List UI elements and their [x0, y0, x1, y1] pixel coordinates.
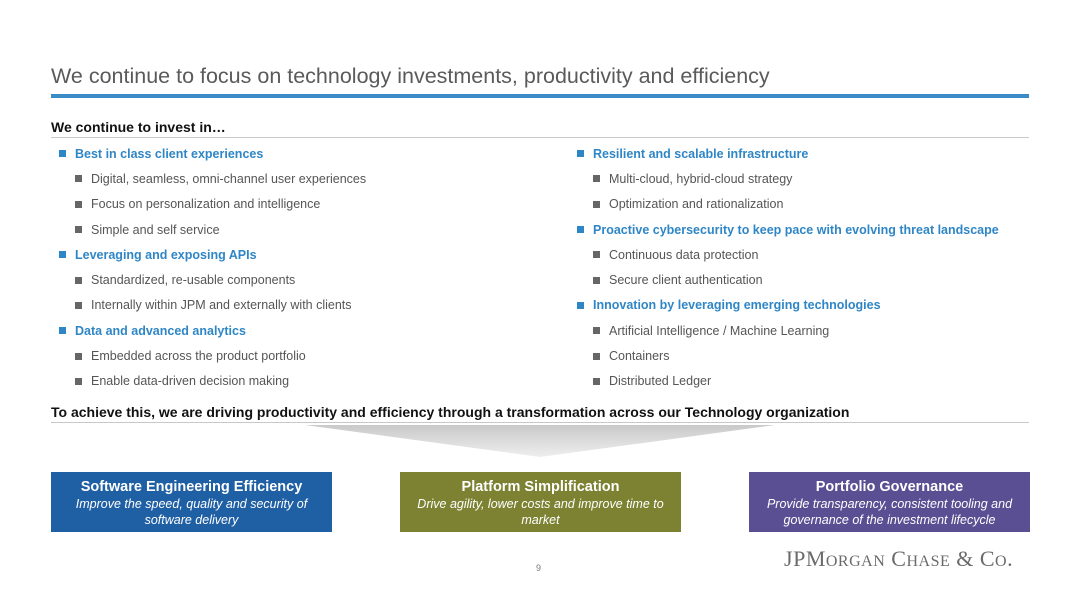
bullet-item: Artificial Intelligence / Machine Learni… [569, 318, 999, 343]
bullet-item: Distributed Ledger [569, 369, 999, 394]
bullet-item: Containers [569, 343, 999, 368]
bullet-text: Embedded across the product portfolio [91, 349, 306, 364]
bullet-item: Multi-cloud, hybrid-cloud strategy [569, 166, 999, 191]
bullet-text: Best in class client experiences [75, 146, 264, 161]
bullet-text: Containers [609, 349, 670, 364]
square-bullet-icon [593, 377, 600, 385]
achieve-heading: To achieve this, we are driving producti… [51, 404, 850, 420]
bullet-text: Leveraging and exposing APIs [75, 247, 257, 262]
bullet-text: Optimization and rationalization [609, 197, 784, 212]
box-description: Provide transparency, consistent tooling… [766, 497, 1013, 527]
square-bullet-icon [593, 200, 600, 208]
square-bullet-icon [59, 150, 66, 158]
square-bullet-icon [75, 352, 82, 360]
bullet-text: Enable data-driven decision making [91, 374, 290, 389]
bullet-text: Artificial Intelligence / Machine Learni… [609, 323, 830, 338]
bullet-heading: Leveraging and exposing APIs [51, 242, 366, 267]
square-bullet-icon [593, 327, 600, 335]
bullet-text: Resilient and scalable infrastructure [593, 146, 809, 161]
bullet-text: Digital, seamless, omni-channel user exp… [91, 171, 367, 186]
bullet-item: Internally within JPM and externally wit… [51, 293, 366, 318]
bullet-text: Standardized, re-usable components [91, 273, 296, 288]
software-engineering-box: Software Engineering Efficiency Improve … [51, 472, 332, 532]
box-description: Drive agility, lower costs and improve t… [417, 497, 664, 527]
square-bullet-icon [593, 175, 600, 183]
bullet-heading: Innovation by leveraging emerging techno… [569, 293, 999, 318]
bullet-item: Standardized, re-usable components [51, 267, 366, 292]
left-bullet-list: Best in class client experiences Digital,… [51, 141, 366, 394]
portfolio-governance-box: Portfolio Governance Provide transparenc… [749, 472, 1030, 532]
bullet-item: Enable data-driven decision making [51, 369, 366, 394]
square-bullet-icon [577, 150, 584, 158]
bullet-item: Secure client authentication [569, 267, 999, 292]
square-bullet-icon [577, 301, 584, 309]
square-bullet-icon [75, 226, 82, 234]
bullet-text: Proactive cybersecurity to keep pace wit… [593, 222, 999, 237]
bullet-item: Embedded across the product portfolio [51, 343, 366, 368]
bullet-heading: Best in class client experiences [51, 141, 366, 166]
bullet-text: Data and advanced analytics [75, 323, 246, 338]
square-bullet-icon [75, 377, 82, 385]
square-bullet-icon [75, 175, 82, 183]
company-logo: JPMORGAN CHASE & CO. [784, 546, 1014, 571]
page-number: 9 [536, 563, 542, 573]
bullet-text: Internally within JPM and externally wit… [91, 298, 352, 313]
bullet-text: Continuous data protection [609, 247, 759, 262]
bullet-heading: Proactive cybersecurity to keep pace wit… [569, 217, 999, 242]
bullet-text: Innovation by leveraging emerging techno… [593, 298, 881, 313]
bullet-item: Digital, seamless, omni-channel user exp… [51, 166, 366, 191]
invest-divider [51, 137, 1029, 138]
bullet-text: Simple and self service [91, 222, 220, 237]
square-bullet-icon [59, 327, 66, 335]
right-bullet-list: Resilient and scalable infrastructure Mul… [569, 141, 999, 394]
title-underline [51, 94, 1029, 98]
box-title: Platform Simplification [461, 479, 620, 495]
bullet-text: Multi-cloud, hybrid-cloud strategy [609, 171, 793, 186]
invest-heading: We continue to invest in… [51, 119, 226, 135]
bullet-heading: Data and advanced analytics [51, 318, 366, 343]
bullet-text: Focus on personalization and intelligenc… [91, 197, 321, 212]
achieve-divider [51, 422, 1029, 423]
bullet-heading: Resilient and scalable infrastructure [569, 141, 999, 166]
square-bullet-icon [593, 251, 600, 259]
box-title: Software Engineering Efficiency [80, 479, 303, 495]
box-title: Portfolio Governance [815, 479, 964, 495]
bullet-text: Distributed Ledger [609, 374, 712, 389]
slide-title: We continue to focus on technology inves… [51, 64, 770, 88]
bullet-item: Simple and self service [51, 217, 366, 242]
bullet-item: Continuous data protection [569, 242, 999, 267]
square-bullet-icon [59, 251, 66, 259]
down-chevron-shape [305, 425, 775, 457]
square-bullet-icon [75, 276, 82, 284]
bullet-text: Secure client authentication [609, 273, 763, 288]
square-bullet-icon [75, 200, 82, 208]
platform-simplification-box: Platform Simplification Drive agility, l… [400, 472, 681, 532]
square-bullet-icon [593, 276, 600, 284]
square-bullet-icon [577, 226, 584, 234]
bullet-item: Focus on personalization and intelligenc… [51, 192, 366, 217]
square-bullet-icon [75, 301, 82, 309]
square-bullet-icon [593, 352, 600, 360]
bullet-item: Optimization and rationalization [569, 192, 999, 217]
box-description: Improve the speed, quality and security … [75, 497, 308, 527]
